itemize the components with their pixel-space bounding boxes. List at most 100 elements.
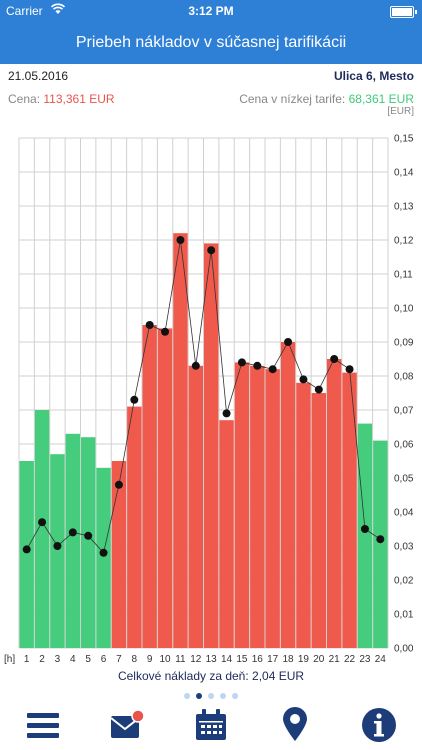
x-tick-label: 16 <box>252 654 264 665</box>
line-point-hour-12 <box>191 361 200 370</box>
line-point-hour-13 <box>207 246 216 255</box>
x-tick-label: 3 <box>55 654 61 665</box>
y-tick-label: 0,08 <box>394 372 414 383</box>
bar-hour-2 <box>34 410 50 648</box>
bar-hour-21 <box>327 359 342 648</box>
line-point-hour-17 <box>268 365 277 374</box>
bar-hour-10 <box>157 328 173 648</box>
line-point-hour-18 <box>284 338 293 346</box>
line-point-hour-7 <box>114 480 123 489</box>
x-tick-label: 5 <box>85 654 91 665</box>
x-tick-label: 19 <box>298 654 310 665</box>
tab-calendar[interactable] <box>192 707 230 743</box>
bar-hour-5 <box>81 437 96 648</box>
line-point-hour-6 <box>99 548 108 557</box>
x-tick-label: 24 <box>375 654 387 665</box>
line-point-hour-8 <box>130 395 139 404</box>
bar-hour-22 <box>342 372 357 648</box>
low-tariff-value: 68,361 EUR <box>348 92 414 106</box>
line-point-hour-24 <box>376 535 385 544</box>
low-tariff-label: Cena v nízkej tarife: <box>239 92 346 106</box>
address-label: Ulica 6, Mesto <box>333 69 414 83</box>
notification-badge <box>131 709 145 723</box>
page-title: Priebeh nákladov v súčasnej tarifikácii <box>75 34 347 51</box>
hourly-cost-chart: 0,00 0,01 0,02 0,03 0,04 0,05 0,06 0,07 0,08 0,09… <box>4 134 414 666</box>
tab-bar <box>0 700 422 750</box>
line-point-hour-19 <box>299 375 308 384</box>
x-tick-label: 14 <box>221 654 233 665</box>
menu-icon <box>27 713 59 738</box>
bar-hour-16 <box>250 365 265 648</box>
location-pin-icon <box>283 707 307 741</box>
page-dot[interactable] <box>184 693 190 699</box>
x-unit-label: [h] <box>4 654 15 665</box>
bar-hour-20 <box>311 393 326 648</box>
page-dot[interactable] <box>208 693 214 699</box>
x-tick-label: 4 <box>70 654 76 665</box>
bar-hour-4 <box>65 433 80 648</box>
page-dot[interactable] <box>232 693 238 699</box>
bar-hour-15 <box>234 362 250 648</box>
x-tick-label: 23 <box>359 654 371 665</box>
carrier-label: Carrier <box>6 4 43 18</box>
bar-hour-19 <box>296 382 311 648</box>
line-point-hour-15 <box>237 358 246 367</box>
price-value: 113,361 EUR <box>43 92 115 106</box>
y-tick-label: 0,03 <box>394 542 414 553</box>
battery-icon <box>390 6 417 18</box>
bar-hour-1 <box>19 461 34 648</box>
line-point-hour-10 <box>161 327 170 336</box>
status-bar: Carrier 3:12 PM <box>0 0 422 22</box>
line-point-hour-1 <box>22 545 31 554</box>
y-tick-label: 0,01 <box>394 610 414 621</box>
page-indicator[interactable] <box>0 686 422 704</box>
y-tick-label: 0,14 <box>394 168 414 179</box>
page-dot[interactable] <box>196 693 202 699</box>
price-group: Cena: 113,361 EUR <box>8 92 115 106</box>
mail-icon <box>110 709 145 738</box>
line-point-hour-20 <box>314 385 323 394</box>
info-icon <box>362 708 396 742</box>
tab-messages[interactable] <box>108 707 146 743</box>
x-tick-label: 11 <box>175 654 186 665</box>
total-cost-label: Celkové náklady za deň: 2,04 EUR <box>117 669 305 683</box>
y-tick-label: 0,13 <box>394 202 414 213</box>
bar-hour-13 <box>204 243 219 648</box>
tab-info[interactable] <box>360 707 398 743</box>
y-tick-label: 0,12 <box>394 236 414 247</box>
bar-hour-12 <box>188 365 203 648</box>
y-tick-label: 0,04 <box>394 508 414 519</box>
y-tick-label: 0,07 <box>394 406 414 417</box>
calendar-icon <box>196 709 226 740</box>
line-point-hour-9 <box>145 321 154 329</box>
y-tick-label: 0,15 <box>394 134 414 145</box>
x-tick-label: 7 <box>116 654 122 665</box>
x-tick-label: 9 <box>147 654 153 665</box>
x-tick-label: 6 <box>101 654 107 665</box>
line-point-hour-14 <box>222 409 231 418</box>
page-dot[interactable] <box>220 693 226 699</box>
tab-location[interactable] <box>276 707 314 743</box>
y-tick-label: 0,10 <box>394 304 414 315</box>
bar-hour-17 <box>265 369 280 648</box>
x-tick-label: 15 <box>236 654 248 665</box>
y-unit-label: [EUR] <box>387 106 414 117</box>
clock-time: 3:12 PM <box>188 4 234 18</box>
bar-hour-14 <box>219 420 234 648</box>
x-tick-label: 10 <box>160 654 172 665</box>
tab-menu[interactable] <box>24 707 62 743</box>
x-tick-label: 20 <box>313 654 325 665</box>
x-tick-label: 8 <box>132 654 138 665</box>
wifi-icon <box>51 3 65 14</box>
bar-hour-7 <box>111 461 127 648</box>
x-tick-label: 12 <box>190 654 202 665</box>
y-tick-label: 0,11 <box>394 270 413 281</box>
y-tick-label: 0,05 <box>394 474 414 485</box>
bar-hour-23 <box>357 423 373 648</box>
date-label: 21.05.2016 <box>8 69 69 83</box>
line-point-hour-22 <box>345 365 354 374</box>
bar-hour-8 <box>127 406 142 648</box>
bar-hour-18 <box>280 342 296 648</box>
bar-hour-6 <box>96 467 111 648</box>
x-tick-label: 2 <box>39 654 45 665</box>
